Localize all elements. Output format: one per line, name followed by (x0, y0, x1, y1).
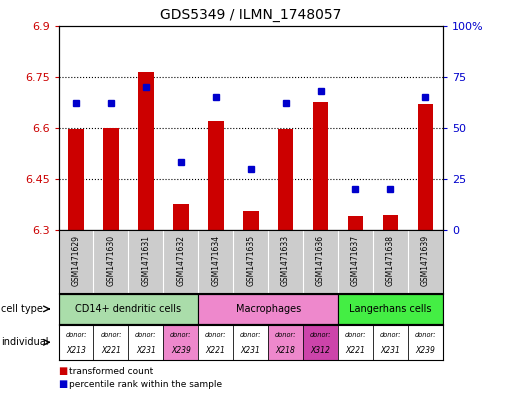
Text: X221: X221 (206, 347, 225, 355)
Text: donor:: donor: (345, 332, 366, 338)
Text: GSM1471630: GSM1471630 (106, 235, 116, 286)
Bar (373, 325, 408, 360)
Text: GSM1471638: GSM1471638 (386, 235, 395, 286)
Text: GSM1471635: GSM1471635 (246, 235, 255, 286)
Text: donor:: donor: (310, 332, 331, 338)
Text: GSM1471639: GSM1471639 (421, 235, 430, 286)
Text: X218: X218 (276, 347, 296, 355)
Text: donor:: donor: (100, 332, 122, 338)
Text: X221: X221 (101, 347, 121, 355)
Bar (163, 325, 199, 360)
Bar (199, 325, 233, 360)
Text: X239: X239 (171, 347, 191, 355)
Text: X231: X231 (241, 347, 261, 355)
Bar (268, 325, 303, 360)
Text: donor:: donor: (65, 332, 87, 338)
Text: donor:: donor: (205, 332, 227, 338)
Bar (59, 294, 199, 324)
Text: GSM1471632: GSM1471632 (176, 235, 185, 286)
Text: GSM1471631: GSM1471631 (142, 235, 150, 286)
Bar (59, 325, 94, 360)
Text: X312: X312 (310, 347, 330, 355)
Text: X213: X213 (66, 347, 86, 355)
Text: GSM1471636: GSM1471636 (316, 235, 325, 286)
Bar (233, 325, 268, 360)
Text: Langerhans cells: Langerhans cells (349, 304, 432, 314)
Text: donor:: donor: (170, 332, 191, 338)
Bar (103, 128, 119, 230)
Bar (173, 204, 189, 230)
Text: Macrophages: Macrophages (236, 304, 301, 314)
Bar (94, 325, 128, 360)
Bar (199, 294, 338, 324)
Text: percentile rank within the sample: percentile rank within the sample (69, 380, 222, 389)
Text: transformed count: transformed count (69, 367, 153, 376)
Text: donor:: donor: (240, 332, 262, 338)
Text: GSM1471634: GSM1471634 (211, 235, 220, 286)
Bar (348, 216, 363, 230)
Bar (208, 121, 223, 230)
Bar (417, 104, 433, 230)
Bar (278, 129, 294, 230)
Text: GSM1471633: GSM1471633 (281, 235, 290, 286)
Text: donor:: donor: (415, 332, 436, 338)
Text: GSM1471629: GSM1471629 (71, 235, 80, 286)
Text: X231: X231 (136, 347, 156, 355)
Bar (383, 215, 398, 230)
Title: GDS5349 / ILMN_1748057: GDS5349 / ILMN_1748057 (160, 8, 342, 22)
Bar (408, 325, 443, 360)
Text: CD14+ dendritic cells: CD14+ dendritic cells (75, 304, 182, 314)
Text: X231: X231 (381, 347, 401, 355)
Text: X221: X221 (346, 347, 365, 355)
Text: GSM1471637: GSM1471637 (351, 235, 360, 286)
Text: individual: individual (1, 337, 48, 347)
Bar (338, 294, 443, 324)
Bar (338, 325, 373, 360)
Text: ■: ■ (59, 379, 68, 389)
Text: donor:: donor: (380, 332, 401, 338)
Bar (243, 211, 259, 230)
Bar (68, 129, 84, 230)
Bar (313, 102, 328, 230)
Text: donor:: donor: (275, 332, 296, 338)
Bar (138, 72, 154, 230)
Bar (128, 325, 163, 360)
Text: donor:: donor: (135, 332, 157, 338)
Text: X239: X239 (415, 347, 435, 355)
Bar (303, 325, 338, 360)
Text: cell type: cell type (1, 304, 43, 314)
Text: ■: ■ (59, 366, 68, 376)
